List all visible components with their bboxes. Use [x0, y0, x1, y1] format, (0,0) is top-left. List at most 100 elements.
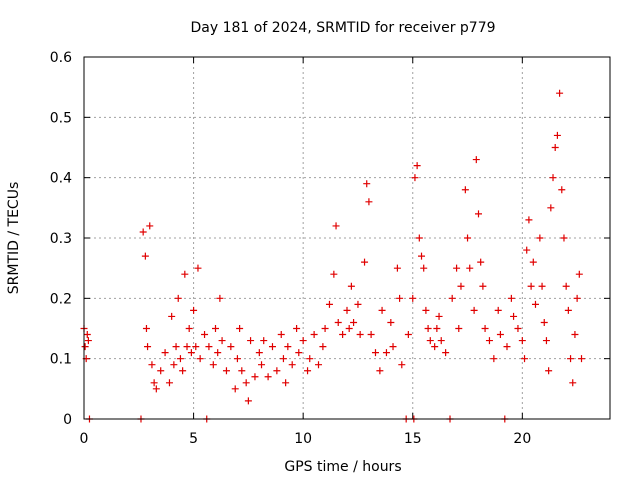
data-point	[304, 367, 312, 375]
data-point	[325, 300, 333, 308]
plot-frame	[83, 56, 611, 420]
data-point	[183, 343, 191, 351]
data-point	[227, 343, 235, 351]
y-tick-label: 0.3	[50, 231, 72, 247]
x-tick-label: 0	[80, 431, 89, 447]
data-point	[181, 270, 189, 278]
data-point	[514, 325, 522, 332]
data-point	[571, 331, 579, 339]
y-tick-label: 0.5	[50, 110, 72, 126]
data-point	[196, 355, 204, 363]
data-point	[295, 349, 303, 357]
data-point	[170, 361, 178, 369]
data-point	[260, 337, 268, 345]
data-point	[531, 300, 539, 308]
y-tick-label: 0.1	[50, 352, 72, 368]
data-point	[356, 331, 364, 339]
data-point	[264, 373, 272, 381]
data-point	[485, 337, 493, 345]
data-point	[299, 337, 307, 345]
data-point	[424, 325, 432, 332]
data-point	[218, 337, 226, 345]
data-point	[231, 385, 239, 393]
data-point	[187, 349, 195, 357]
data-point	[545, 367, 553, 375]
data-point	[578, 355, 586, 363]
chart-title: Day 181 of 2024, SRMTID for receiver p77…	[190, 20, 495, 36]
data-point	[330, 270, 338, 278]
data-point	[542, 337, 550, 345]
data-point	[536, 234, 544, 242]
data-point	[157, 367, 165, 375]
data-point	[209, 361, 217, 369]
data-point	[575, 270, 583, 278]
data-point	[273, 367, 281, 375]
data-point	[161, 349, 169, 357]
data-point	[367, 331, 375, 339]
data-point	[212, 325, 219, 332]
data-points	[80, 89, 586, 423]
data-point	[409, 294, 417, 302]
data-point	[551, 144, 559, 151]
data-point	[378, 306, 386, 314]
data-point	[279, 355, 287, 363]
data-point	[365, 198, 373, 206]
data-point	[332, 222, 340, 230]
data-point	[84, 337, 92, 345]
data-point	[472, 156, 480, 164]
data-point	[481, 325, 489, 332]
data-point	[361, 258, 369, 266]
data-point	[144, 343, 152, 351]
data-point	[404, 331, 412, 339]
data-point	[315, 361, 323, 369]
data-point	[477, 258, 485, 266]
data-point	[455, 325, 463, 332]
data-point	[510, 312, 518, 320]
data-point	[190, 306, 198, 314]
data-point	[319, 343, 327, 351]
data-point	[562, 282, 570, 290]
data-point	[567, 355, 575, 363]
data-point	[185, 325, 193, 332]
data-point	[556, 89, 564, 97]
data-point	[233, 355, 241, 363]
data-point	[507, 294, 515, 302]
data-point	[573, 294, 581, 302]
data-point	[389, 343, 397, 351]
data-point	[413, 162, 421, 170]
data-point	[284, 343, 292, 351]
data-point	[146, 222, 154, 230]
data-point	[216, 294, 224, 302]
data-point	[433, 325, 441, 332]
y-tick-label: 0.6	[50, 50, 72, 66]
data-point	[415, 234, 423, 242]
data-point	[538, 282, 546, 290]
x-tick-label: 15	[404, 431, 422, 447]
data-point	[247, 337, 255, 345]
data-point	[547, 204, 555, 212]
data-point	[525, 216, 533, 224]
data-point	[521, 355, 529, 363]
data-point	[168, 312, 176, 320]
data-point	[558, 186, 566, 194]
data-point	[518, 337, 526, 345]
data-point	[244, 397, 252, 405]
data-point	[376, 367, 384, 375]
data-point	[437, 337, 445, 345]
data-point	[387, 318, 395, 326]
data-point	[448, 294, 456, 302]
data-point	[152, 385, 160, 393]
data-point	[242, 379, 250, 387]
x-axis-label: GPS time / hours	[284, 459, 401, 475]
data-point	[288, 361, 296, 369]
data-point	[81, 343, 89, 351]
data-point	[172, 343, 180, 351]
data-point	[194, 264, 202, 272]
data-point	[277, 331, 285, 339]
data-point	[255, 349, 263, 357]
data-point	[560, 234, 568, 242]
data-point	[420, 264, 428, 272]
data-point	[293, 325, 301, 332]
data-point	[205, 343, 213, 351]
